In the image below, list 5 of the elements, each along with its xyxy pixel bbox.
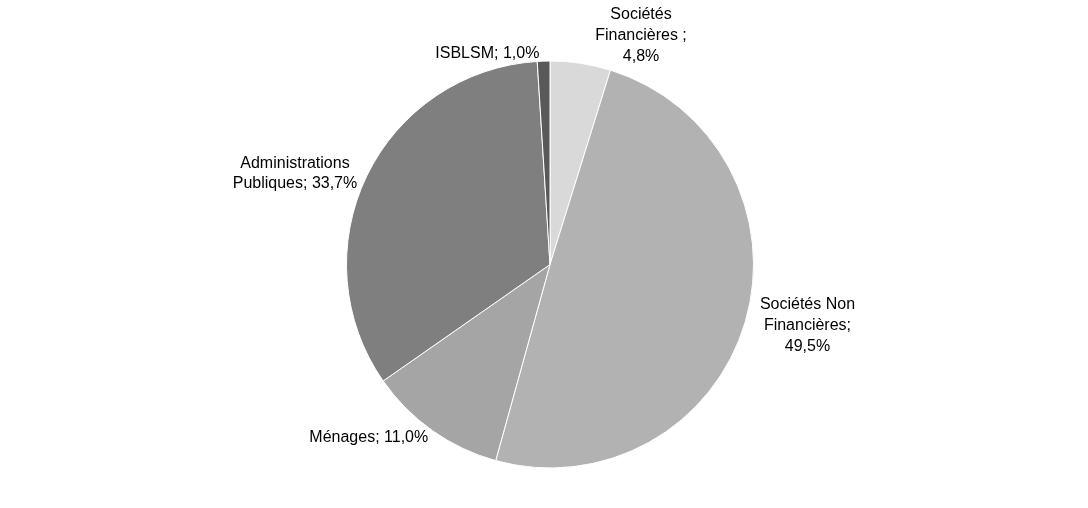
slice-label: Administrations Publiques; 33,7% (232, 153, 358, 192)
slice-label: Sociétés Financières ; 4,8% (595, 5, 687, 64)
slice-label: ISBLSM; 1,0% (435, 44, 540, 62)
slice-label: Ménages; 11,0% (309, 427, 429, 445)
slice-label: Sociétés Non Financières; 49,5% (759, 294, 856, 354)
